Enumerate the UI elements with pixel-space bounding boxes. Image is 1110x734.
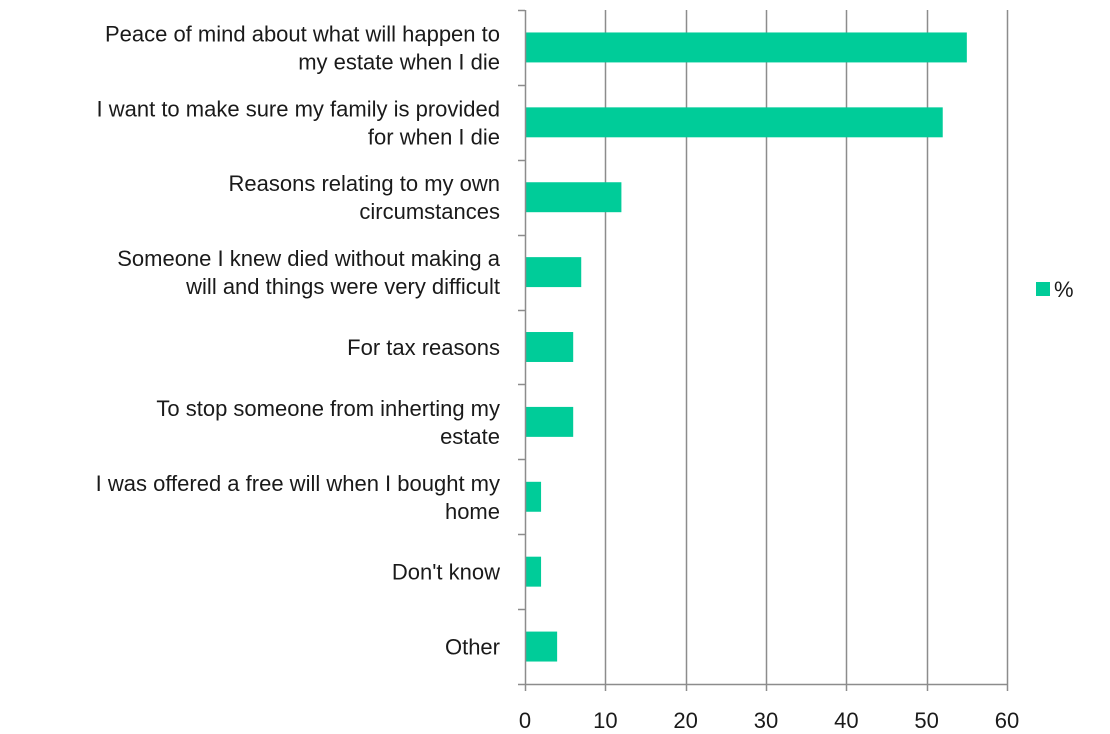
category-label: I was offered a free will when I bought … bbox=[96, 471, 500, 524]
category-label: Don't know bbox=[392, 560, 500, 585]
category-label-line: To stop someone from inherting my bbox=[156, 396, 500, 421]
category-label-line: circumstances bbox=[359, 199, 500, 224]
x-tick-label: 0 bbox=[519, 708, 531, 733]
category-label-line: home bbox=[445, 499, 500, 524]
bar bbox=[525, 332, 574, 362]
bar bbox=[525, 481, 542, 512]
x-tick-label: 20 bbox=[673, 708, 697, 733]
category-label-line: Peace of mind about what will happen to bbox=[105, 21, 500, 46]
x-tick-label: 10 bbox=[593, 708, 617, 733]
category-label: For tax reasons bbox=[347, 335, 500, 360]
category-label-line: will and things were very difficult bbox=[185, 274, 500, 299]
axes bbox=[518, 9, 1009, 691]
bar bbox=[525, 631, 558, 662]
category-label-line: I was offered a free will when I bought … bbox=[96, 471, 500, 496]
x-tick-label: 50 bbox=[914, 708, 938, 733]
category-label-line: For tax reasons bbox=[347, 335, 500, 360]
category-label-line: estate bbox=[440, 424, 500, 449]
category-label-line: for when I die bbox=[368, 124, 500, 149]
bar bbox=[525, 32, 967, 63]
bars bbox=[525, 32, 967, 662]
x-tick-label: 60 bbox=[995, 708, 1019, 733]
category-labels: Peace of mind about what will happen to m… bbox=[96, 21, 501, 659]
legend-label: % bbox=[1054, 277, 1074, 302]
category-label: I want to make sure my family is provide… bbox=[97, 96, 500, 149]
x-tick-labels: 0 10 20 30 40 50 60 bbox=[519, 708, 1019, 733]
bar bbox=[525, 556, 542, 587]
category-label: Reasons relating to my own circumstances bbox=[229, 171, 500, 224]
category-label: To stop someone from inherting my estate bbox=[156, 396, 500, 449]
category-label-line: Someone I knew died without making a bbox=[117, 246, 501, 271]
category-label-line: Other bbox=[445, 635, 500, 660]
category-label: Someone I knew died without making a will… bbox=[117, 246, 501, 299]
bar bbox=[525, 406, 574, 437]
category-label-line: my estate when I die bbox=[298, 49, 500, 74]
x-tick-label: 30 bbox=[754, 708, 778, 733]
category-label: Peace of mind about what will happen to m… bbox=[105, 21, 500, 74]
legend: % bbox=[1036, 277, 1074, 302]
legend-swatch bbox=[1036, 282, 1050, 296]
category-label-line: I want to make sure my family is provide… bbox=[97, 96, 500, 121]
x-tick-label: 40 bbox=[834, 708, 858, 733]
bar bbox=[525, 182, 622, 213]
bar bbox=[525, 257, 582, 288]
category-label: Other bbox=[445, 635, 500, 660]
category-label-line: Reasons relating to my own bbox=[229, 171, 500, 196]
bar bbox=[525, 107, 943, 138]
category-label-line: Don't know bbox=[392, 560, 500, 585]
